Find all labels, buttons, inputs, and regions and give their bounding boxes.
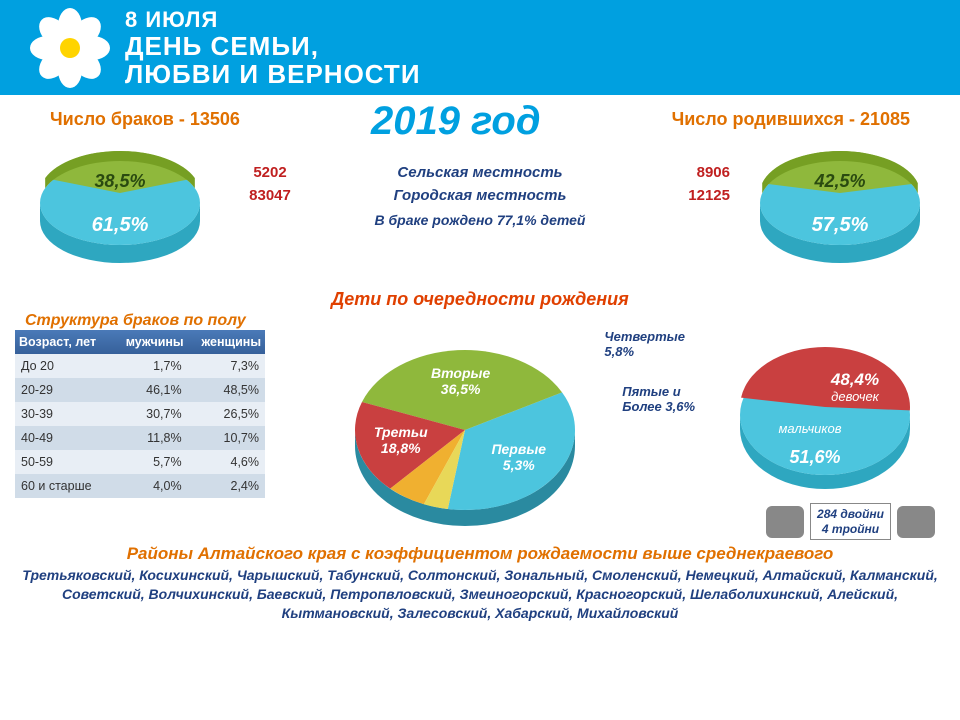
svg-text:5,3%: 5,3% (503, 457, 535, 473)
svg-text:18,8%: 18,8% (381, 440, 421, 456)
svg-text:Вторые: Вторые (431, 365, 490, 381)
banner-title-2: ЛЮБВИ И ВЕРНОСТИ (125, 61, 421, 88)
birth-locality-pie: 42,5% 57,5% (740, 148, 940, 283)
svg-text:36,5%: 36,5% (441, 381, 481, 397)
baby-icon (766, 506, 804, 538)
marriage-locality-pie: 38,5% 61,5% (20, 148, 220, 283)
birth-order-pie: Первые5,3%Вторые36,5%Третьи18,8% Четверт… (265, 330, 725, 540)
districts-title: Районы Алтайского края с коэффициентом р… (0, 544, 960, 564)
marriages-count: Число браков - 13506 (50, 99, 240, 144)
rural-label: Сельская местность (310, 164, 650, 181)
svg-text:Третьи: Третьи (374, 424, 428, 440)
urban-label: Городская местность (310, 187, 650, 204)
twins-count: 284 двойни4 тройни (810, 503, 891, 540)
marriage-struct-title: Структура браков по полу (0, 312, 960, 330)
marriage-structure-table: Возраст, летмужчиныженщины До 201,7%7,3%… (15, 330, 265, 540)
svg-text:51,6%: 51,6% (789, 447, 840, 467)
rural-births: 8906 (650, 164, 730, 181)
svg-text:Первые: Первые (491, 441, 546, 457)
baby-icon (897, 506, 935, 538)
births-count: Число родившихся - 21085 (672, 99, 910, 144)
gender-pie: 48,4%девочек мальчиков 51,6% 284 двойни4 т… (725, 330, 945, 540)
banner-title-1: ДЕНЬ СЕМЬИ, (125, 33, 421, 60)
svg-text:57,5%: 57,5% (812, 214, 869, 236)
year-title: 2019 год (371, 99, 541, 144)
born-in-marriage-note: В браке рождено 77,1% детей (230, 212, 730, 228)
rural-marriages: 5202 (230, 164, 310, 181)
svg-text:мальчиков: мальчиков (778, 421, 841, 436)
svg-text:42,5%: 42,5% (813, 171, 865, 191)
urban-marriages: 83047 (230, 187, 310, 204)
svg-text:48,4%: 48,4% (830, 370, 879, 389)
banner-date: 8 ИЮЛЯ (125, 7, 421, 33)
birth-order-title: Дети по очередности рождения (0, 289, 960, 310)
flower-icon (30, 8, 110, 88)
banner: 8 ИЮЛЯ ДЕНЬ СЕМЬИ, ЛЮБВИ И ВЕРНОСТИ (0, 0, 960, 95)
svg-text:девочек: девочек (831, 389, 880, 404)
svg-text:61,5%: 61,5% (92, 214, 149, 236)
districts-list: Третьяковский, Косихинский, Чарышский, Т… (0, 564, 960, 625)
svg-text:38,5%: 38,5% (94, 171, 145, 191)
urban-births: 12125 (650, 187, 730, 204)
